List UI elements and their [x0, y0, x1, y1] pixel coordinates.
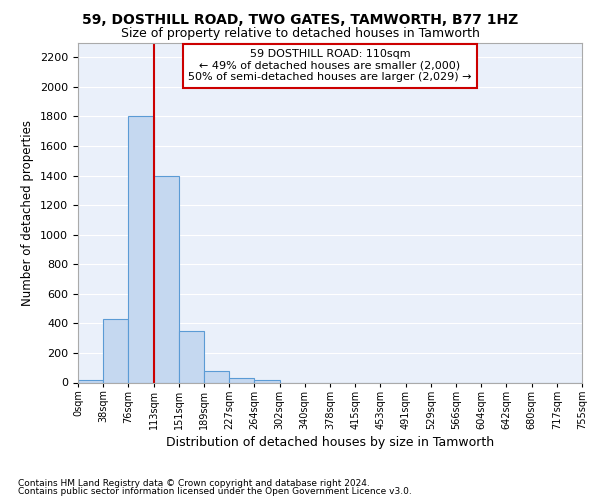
Text: 59, DOSTHILL ROAD, TWO GATES, TAMWORTH, B77 1HZ: 59, DOSTHILL ROAD, TWO GATES, TAMWORTH, … [82, 12, 518, 26]
Text: Contains public sector information licensed under the Open Government Licence v3: Contains public sector information licen… [18, 487, 412, 496]
Bar [179, 331, 204, 382]
Bar [128, 116, 154, 382]
Text: Size of property relative to detached houses in Tamworth: Size of property relative to detached ho… [121, 28, 479, 40]
Bar [103, 319, 128, 382]
Bar [254, 380, 280, 382]
Bar [78, 380, 103, 382]
Text: Contains HM Land Registry data © Crown copyright and database right 2024.: Contains HM Land Registry data © Crown c… [18, 478, 370, 488]
X-axis label: Distribution of detached houses by size in Tamworth: Distribution of detached houses by size … [166, 436, 494, 449]
Text: 59 DOSTHILL ROAD: 110sqm
← 49% of detached houses are smaller (2,000)
50% of sem: 59 DOSTHILL ROAD: 110sqm ← 49% of detach… [188, 50, 472, 82]
Y-axis label: Number of detached properties: Number of detached properties [22, 120, 34, 306]
Bar [154, 176, 179, 382]
Bar [229, 378, 254, 382]
Bar [204, 370, 229, 382]
